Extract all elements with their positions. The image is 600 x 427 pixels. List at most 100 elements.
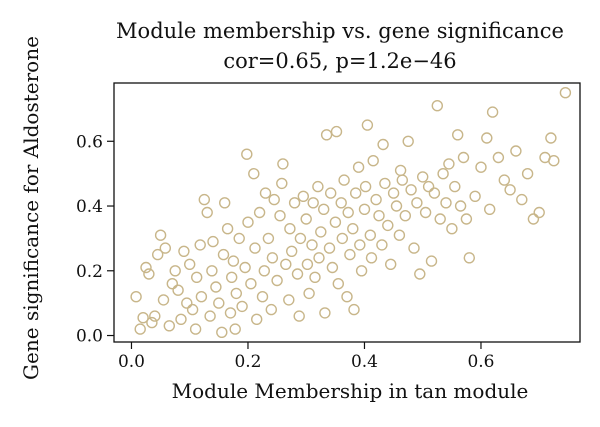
- data-point: [330, 125, 343, 138]
- data-point: [492, 151, 505, 164]
- data-point: [335, 197, 347, 209]
- data-point: [221, 222, 234, 235]
- data-point: [198, 193, 211, 206]
- y-tick-label: 0.6: [76, 132, 103, 152]
- data-point: [431, 99, 443, 112]
- data-point: [172, 284, 184, 296]
- data-point: [130, 291, 142, 303]
- data-point: [306, 239, 318, 251]
- data-point: [434, 213, 446, 225]
- data-point: [239, 261, 251, 274]
- data-point: [510, 145, 522, 157]
- data-point: [206, 265, 218, 277]
- data-point: [385, 258, 397, 270]
- data-point: [204, 310, 216, 322]
- data-point: [163, 320, 176, 332]
- data-point: [347, 222, 359, 235]
- data-point: [454, 200, 467, 212]
- data-point: [443, 158, 455, 170]
- data-point: [210, 281, 222, 293]
- data-point: [140, 261, 152, 274]
- data-point: [405, 184, 417, 196]
- plot-frame: [113, 82, 581, 343]
- data-point: [452, 129, 464, 141]
- data-point: [440, 197, 452, 209]
- data-point: [399, 209, 411, 222]
- data-point: [382, 219, 394, 232]
- data-point: [175, 313, 187, 325]
- data-point: [414, 268, 426, 280]
- data-point: [134, 323, 146, 335]
- data-point: [207, 235, 219, 248]
- data-point: [318, 203, 330, 216]
- data-point: [365, 252, 378, 264]
- x-tick-label: 0.0: [118, 352, 145, 372]
- data-point: [341, 291, 353, 303]
- data-point: [266, 252, 279, 264]
- data-point: [428, 187, 441, 199]
- data-point: [309, 271, 321, 283]
- data-point: [516, 193, 528, 206]
- data-point: [521, 167, 534, 180]
- data-point: [355, 265, 368, 277]
- data-point: [533, 206, 545, 219]
- data-point: [159, 242, 172, 254]
- data-point: [358, 203, 371, 216]
- data-point: [166, 278, 179, 290]
- data-point: [189, 323, 202, 335]
- data-point: [280, 258, 292, 270]
- data-point: [320, 129, 333, 141]
- data-point: [301, 258, 314, 270]
- chart-title: Module membership vs. gene significance: [116, 19, 564, 43]
- data-point: [422, 180, 435, 193]
- data-point: [469, 190, 481, 203]
- data-point: [387, 187, 400, 199]
- data-point: [312, 180, 324, 193]
- data-point: [293, 310, 305, 322]
- data-point: [475, 161, 487, 173]
- data-point: [294, 232, 307, 245]
- data-point: [332, 278, 344, 290]
- data-point: [201, 206, 213, 219]
- data-point: [559, 86, 572, 99]
- data-point: [457, 151, 470, 164]
- x-axis-label: Module Membership in tan module: [172, 379, 529, 403]
- data-point: [342, 206, 354, 219]
- data-point: [364, 229, 376, 241]
- data-point: [186, 303, 199, 316]
- data-point: [225, 271, 238, 283]
- data-point: [463, 252, 475, 264]
- data-point: [271, 274, 283, 287]
- data-point: [419, 206, 432, 219]
- data-point: [303, 287, 315, 300]
- data-points: [130, 86, 572, 338]
- data-point: [396, 174, 408, 186]
- data-point: [242, 216, 254, 228]
- data-point: [143, 268, 155, 280]
- data-point: [548, 154, 560, 167]
- data-point: [449, 180, 461, 193]
- data-point: [286, 245, 298, 258]
- data-point: [504, 184, 516, 196]
- data-point: [370, 193, 382, 206]
- data-point: [323, 242, 336, 254]
- y-tick-label: 0.4: [76, 197, 103, 217]
- data-point: [262, 232, 275, 245]
- y-axis-label: Gene significance for Aldosterone: [19, 36, 43, 380]
- data-point: [291, 268, 304, 280]
- data-point: [297, 190, 309, 203]
- data-point: [274, 209, 286, 222]
- data-point: [481, 132, 493, 144]
- data-point: [352, 161, 365, 173]
- data-point: [315, 226, 327, 238]
- y-tick-label: 0.2: [76, 262, 103, 282]
- data-point: [259, 187, 272, 199]
- data-point: [245, 278, 257, 290]
- data-point: [460, 213, 473, 225]
- data-point: [417, 171, 429, 183]
- data-point: [265, 303, 277, 316]
- data-point: [359, 180, 372, 193]
- data-point: [527, 213, 540, 225]
- data-point: [284, 222, 296, 235]
